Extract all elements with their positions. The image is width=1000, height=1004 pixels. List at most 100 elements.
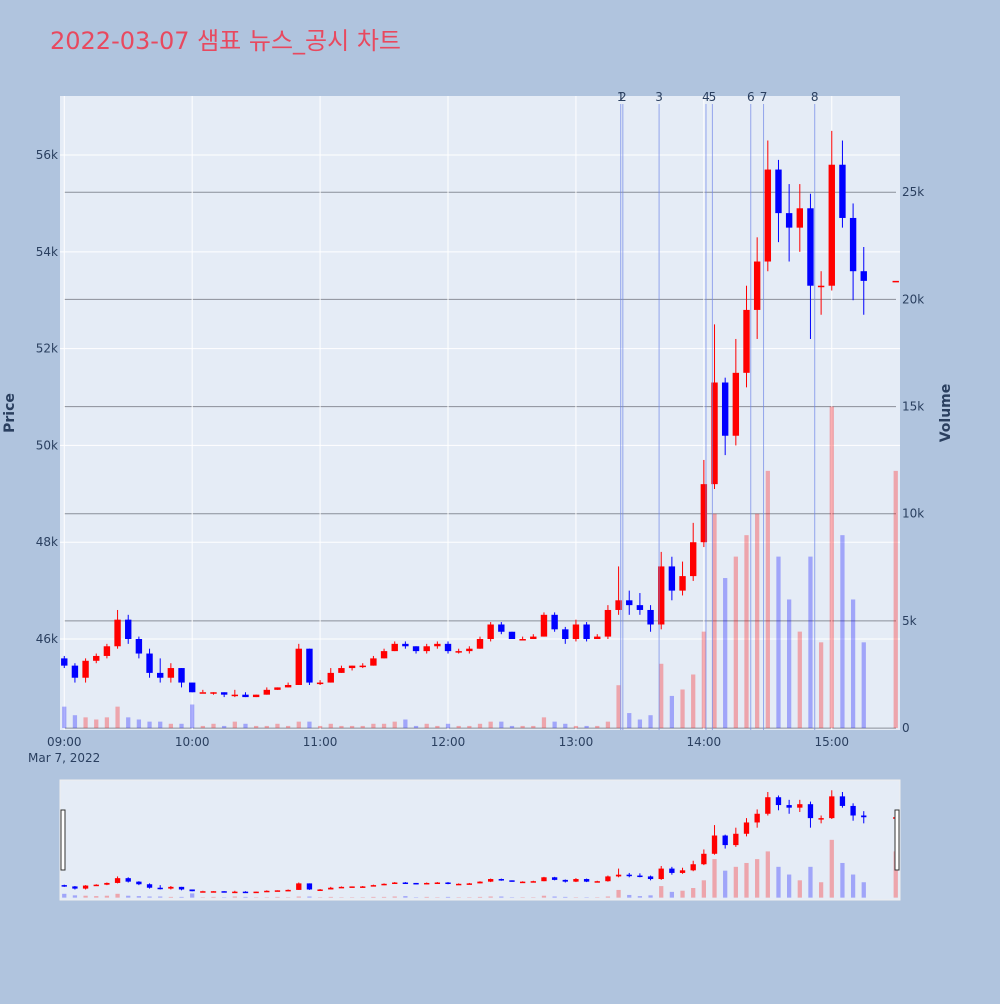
- volume-bar: [457, 726, 461, 728]
- y2-tick-label: 10k: [902, 507, 924, 521]
- volume-bar: [403, 719, 407, 728]
- candle-body: [839, 165, 845, 218]
- x-tick-label: 10:00: [175, 735, 210, 749]
- candle-body: [285, 685, 291, 687]
- candle-body: [94, 885, 99, 887]
- candle-body: [370, 658, 376, 665]
- volume-bar: [744, 535, 748, 728]
- candle-body: [701, 854, 706, 864]
- candle-body: [424, 883, 429, 885]
- volume-bar: [158, 722, 162, 728]
- volume-bar: [616, 685, 620, 728]
- candle-body: [595, 881, 600, 883]
- candle-body: [158, 888, 163, 890]
- candle-body: [690, 542, 696, 576]
- candle-body: [776, 797, 781, 805]
- volume-bar: [755, 859, 759, 898]
- candle-body: [349, 666, 355, 668]
- volume-bar: [723, 578, 727, 728]
- candle-body: [317, 683, 323, 685]
- volume-bar: [329, 897, 333, 898]
- y-tick-label: 52k: [36, 342, 58, 356]
- candle-body: [680, 870, 685, 873]
- volume-bar: [94, 719, 98, 728]
- candle-body: [669, 869, 674, 873]
- slider-handle[interactable]: [61, 810, 65, 870]
- volume-bar: [73, 895, 77, 897]
- candle-body: [466, 649, 472, 651]
- volume-bar: [691, 888, 695, 898]
- volume-bar: [862, 882, 866, 897]
- volume-bar: [105, 717, 109, 728]
- candle-body: [509, 880, 514, 882]
- chart-title: 2022-03-07 샘표 뉴스_공시 차트: [50, 27, 401, 55]
- volume-bar: [275, 897, 279, 898]
- volume-bar: [211, 897, 215, 898]
- slider-handle[interactable]: [895, 810, 899, 870]
- candle-body: [190, 889, 195, 891]
- candle-body: [136, 639, 142, 654]
- volume-bar: [478, 724, 482, 728]
- candle-body: [221, 891, 226, 893]
- volume-bar: [243, 724, 247, 728]
- volume-bar: [766, 471, 770, 728]
- candle-body: [659, 869, 664, 879]
- volume-bar: [830, 840, 834, 898]
- volume-bar: [595, 726, 599, 728]
- volume-bar: [435, 726, 439, 728]
- candle-body: [232, 695, 238, 697]
- volume-bar: [712, 514, 716, 728]
- candle-body: [200, 692, 206, 694]
- candle-body: [477, 639, 483, 649]
- volume-bar: [766, 851, 770, 897]
- volume-bar: [787, 599, 791, 728]
- volume-bar: [627, 895, 631, 898]
- candle-body: [328, 673, 334, 683]
- volume-bar: [670, 892, 674, 898]
- volume-bar: [521, 726, 525, 728]
- volume-bar: [126, 896, 130, 898]
- volume-bar: [446, 897, 450, 898]
- candle-body: [530, 637, 536, 639]
- volume-bar: [105, 896, 109, 898]
- candle-body: [584, 879, 589, 882]
- candle-body: [434, 644, 440, 646]
- volume-bar: [723, 871, 727, 898]
- candle-body: [627, 875, 632, 877]
- volume-bar: [627, 713, 631, 728]
- volume-bar: [606, 722, 610, 728]
- volume-bar: [478, 897, 482, 898]
- candle-body: [72, 886, 77, 888]
- candle-body: [797, 208, 803, 227]
- candle-body: [861, 816, 866, 818]
- volume-bar: [680, 689, 684, 728]
- volume-bar: [339, 726, 343, 728]
- candle-body: [242, 695, 248, 697]
- volume-bar: [211, 724, 215, 728]
- volume-bar: [840, 535, 844, 728]
- volume-bar: [467, 726, 471, 728]
- candle-body: [371, 885, 376, 887]
- volume-bar: [350, 726, 354, 728]
- candle-body: [861, 271, 867, 281]
- volume-bar: [798, 632, 802, 728]
- candle-body: [93, 656, 99, 661]
- candle-body: [114, 620, 120, 647]
- candle-body: [669, 566, 675, 590]
- candle-body: [381, 651, 387, 658]
- candle-body: [647, 610, 653, 625]
- volume-bar: [808, 557, 812, 728]
- news-label: 7: [760, 90, 768, 104]
- candle-body: [637, 876, 642, 878]
- candle-body: [168, 668, 174, 678]
- candle-body: [317, 889, 322, 891]
- candle-body: [253, 892, 258, 894]
- candle-body: [83, 886, 88, 889]
- news-label: 5: [709, 90, 717, 104]
- candle-body: [520, 882, 525, 884]
- x-date-label: Mar 7, 2022: [28, 751, 100, 765]
- candle-body: [306, 649, 312, 683]
- volume-bar: [819, 642, 823, 728]
- y-tick-label: 46k: [36, 632, 58, 646]
